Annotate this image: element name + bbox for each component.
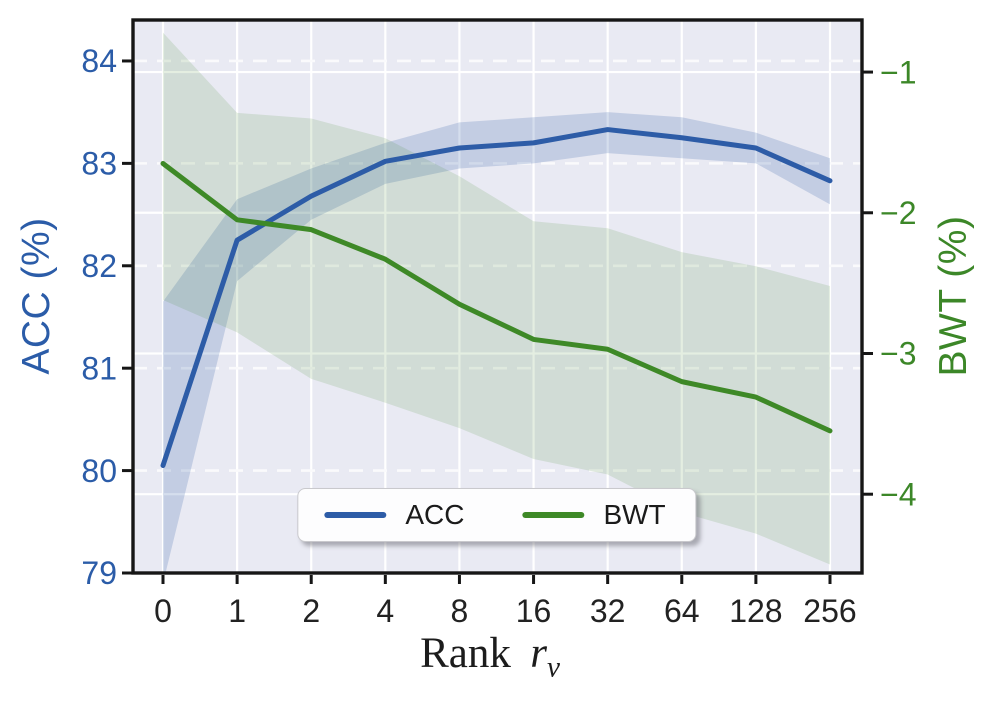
left-tick-label: 82 (81, 248, 117, 284)
x-axis-title-text: Rank (420, 630, 511, 677)
left-tick-label: 80 (81, 453, 117, 489)
x-tick-label: 1 (228, 593, 246, 629)
x-axis-variable: r (530, 630, 547, 677)
right-tick-label: −2 (880, 195, 916, 231)
x-tick-label: 4 (376, 593, 394, 629)
x-tick-label: 64 (664, 593, 700, 629)
axes-spine (131, 18, 864, 575)
x-tick-label: 16 (516, 593, 552, 629)
acc-line-swatch (324, 512, 387, 518)
x-tick-label: 256 (803, 593, 856, 629)
x-tick-label: 128 (729, 593, 782, 629)
right-tick-label: −3 (880, 336, 916, 372)
right-tick-label: −1 (880, 54, 916, 90)
bwt-confidence-band (163, 32, 830, 565)
left-tick-label: 79 (81, 555, 117, 591)
legend: ACC BWT (297, 488, 697, 542)
x-axis-title: Rank rv (420, 629, 560, 682)
left-axis-title: ACC (%) (15, 217, 58, 375)
bwt-line-swatch (522, 512, 585, 518)
legend-label-acc: ACC (405, 499, 465, 530)
x-tick-label: 8 (451, 593, 469, 629)
legend-item-acc: ACC (324, 499, 464, 531)
x-axis-subscript: v (546, 651, 560, 684)
x-tick-label: 2 (302, 593, 320, 629)
left-tick-label: 84 (81, 43, 117, 79)
x-tick-label: 0 (154, 593, 172, 629)
legend-label-bwt: BWT (603, 499, 666, 530)
legend-item-bwt: BWT (522, 499, 666, 531)
x-tick-label: 32 (590, 593, 626, 629)
plot-background (133, 20, 862, 573)
acc-confidence-band (163, 112, 830, 573)
right-axis-title: BWT (%) (932, 215, 975, 377)
acc-line (160, 127, 833, 468)
bwt-line (160, 161, 833, 434)
left-tick-label: 81 (81, 350, 117, 386)
right-tick-label: −4 (880, 476, 916, 512)
left-tick-label: 83 (81, 146, 117, 182)
